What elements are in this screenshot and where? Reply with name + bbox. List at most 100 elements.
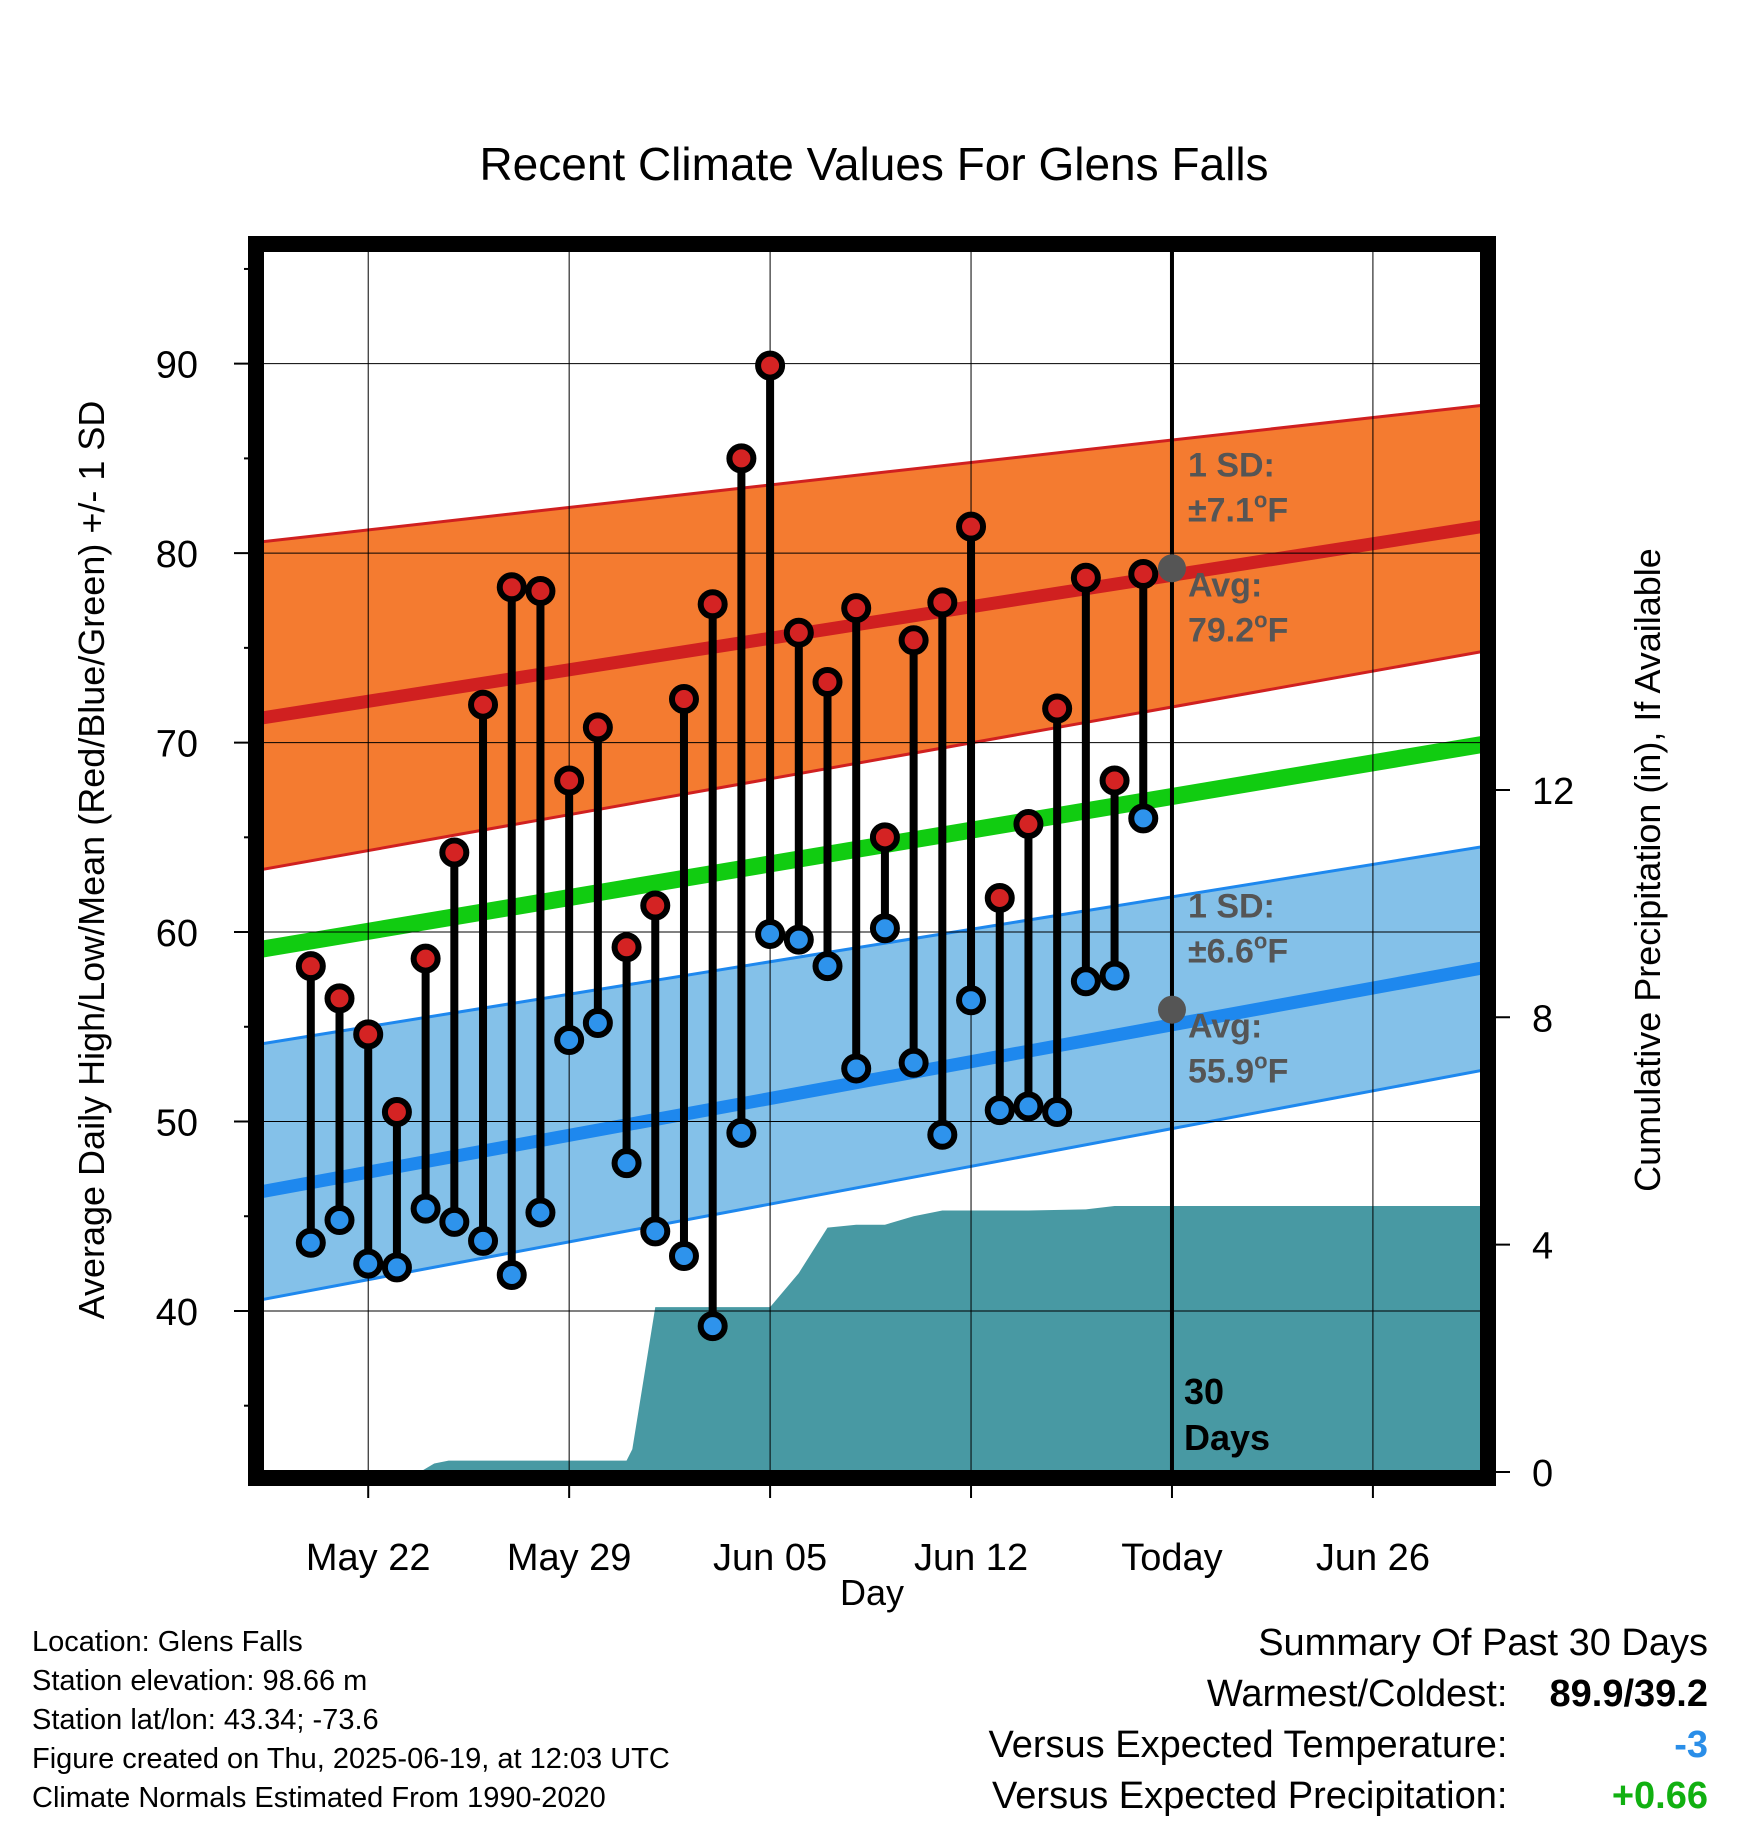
daily-high-point [898, 625, 929, 656]
daily-low-point [812, 951, 843, 982]
daily-high-point [726, 443, 757, 474]
x-tick-label: May 22 [306, 1537, 431, 1579]
y-axis-title-left: Average Daily High/Low/Mean (Red/Blue/Gr… [71, 401, 112, 1320]
high-sd-value: ±7.1oF [1188, 487, 1288, 529]
low-normal-line [262, 961, 1482, 1198]
axes: May 22 May 29 Jun 05 Jun 12 Today Jun 2640506… [156, 267, 1574, 1579]
normal-bands [262, 403, 1482, 1302]
warmest-value: 89.9/39.2 [1549, 1673, 1708, 1715]
summary-temp-row: Versus Expected Temperature: -3 [989, 1720, 1708, 1771]
daily-high-point [353, 1019, 384, 1050]
daily-low-point [496, 1259, 527, 1290]
daily-low-point [956, 985, 987, 1016]
daily-high-point [582, 712, 613, 743]
normals-text: Climate Normals Estimated From 1990-2020 [32, 1782, 606, 1814]
daily-high-point [1013, 809, 1044, 840]
low-avg-value: 55.9oF [1188, 1049, 1288, 1091]
daily-high-point [496, 572, 527, 603]
daily-low-point [554, 1025, 585, 1056]
x-tick-label: Jun 05 [713, 1537, 827, 1579]
daily-high-point [1099, 765, 1130, 796]
y-axis-title-right: Cumulative Precipitation (in), If Availa… [1627, 548, 1668, 1192]
daily-low-point [841, 1053, 872, 1084]
daily-low-point [439, 1206, 470, 1237]
daily-high-point [611, 932, 642, 963]
x-axis-title: Day [840, 1572, 904, 1613]
high-sd-label: 1 SD: [1188, 446, 1275, 484]
y-left-tick-label: 80 [156, 534, 198, 576]
daily-low-point [611, 1148, 642, 1179]
daily-high-point [956, 511, 987, 542]
temp-label: Versus Expected Temperature: [988, 1724, 1508, 1766]
mean-normal-line [262, 736, 1482, 958]
y-left-tick-label: 50 [156, 1103, 198, 1145]
x-tick-label: May 29 [507, 1537, 632, 1579]
daily-high-point [869, 822, 900, 853]
precip-value: +0.66 [1611, 1775, 1708, 1817]
daily-low-point [525, 1197, 556, 1228]
low-sd-band [262, 845, 1482, 1302]
daily-high-point [324, 983, 355, 1014]
high-avg-marker [1157, 554, 1186, 583]
days-count: 30 [1184, 1371, 1224, 1412]
daily-low-point [582, 1007, 613, 1038]
daily-low-point [984, 1095, 1015, 1126]
daily-low-point [755, 918, 786, 949]
y-right-tick-label: 8 [1532, 998, 1553, 1040]
high-avg-label: Avg: [1188, 566, 1262, 604]
summary-precip-row: Versus Expected Precipitation: +0.66 [989, 1771, 1708, 1822]
daily-low-point [783, 924, 814, 955]
y-left-tick-label: 70 [156, 724, 198, 766]
daily-high-point [783, 617, 814, 648]
daily-high-point [1070, 562, 1101, 593]
daily-high-point [640, 890, 671, 921]
daily-high-point [984, 882, 1015, 913]
daily-high-point [554, 765, 585, 796]
daily-high-point [468, 689, 499, 720]
climate-chart: Recent Climate Values For Glens Falls 1 … [71, 138, 1668, 1613]
daily-low-point [668, 1241, 699, 1272]
precipitation-fill [262, 1206, 1482, 1472]
daily-low-point [1099, 960, 1130, 991]
daily-high-point [439, 837, 470, 868]
daily-high-point [697, 589, 728, 620]
daily-low-point [468, 1225, 499, 1256]
daily-high-point [841, 593, 872, 624]
daily-high-point [927, 587, 958, 618]
y-right-tick-label: 4 [1532, 1226, 1553, 1268]
daily-low-point [1042, 1097, 1073, 1128]
daily-low-point [1070, 966, 1101, 997]
precipitation-area [262, 1206, 1482, 1472]
y-left-tick-label: 40 [156, 1292, 198, 1334]
x-tick-label: Today [1121, 1537, 1222, 1579]
daily-low-point [726, 1117, 757, 1148]
plot-frame [248, 236, 1496, 1486]
daily-high-point [1042, 693, 1073, 724]
observations [295, 350, 1159, 1342]
days-word: Days [1184, 1417, 1270, 1458]
daily-low-point [697, 1311, 728, 1342]
low-sd-value: ±6.6oF [1188, 929, 1288, 971]
daily-high-point [668, 684, 699, 715]
daily-high-point [1128, 558, 1159, 589]
temp-value: -3 [1674, 1724, 1708, 1766]
precip-label: Versus Expected Precipitation: [992, 1775, 1508, 1817]
daily-low-point [1128, 803, 1159, 834]
created-text: Figure created on Thu, 2025-06-19, at 12… [32, 1743, 670, 1775]
station-info: Location: Glens Falls Station elevation:… [32, 1623, 670, 1818]
summary-heading: Summary Of Past 30 Days [1258, 1622, 1708, 1664]
daily-low-point [869, 913, 900, 944]
daily-low-point [898, 1047, 929, 1078]
daily-low-point [295, 1227, 326, 1258]
low-avg-label: Avg: [1188, 1008, 1262, 1046]
daily-low-point [353, 1248, 384, 1279]
low-sd-label: 1 SD: [1188, 888, 1275, 926]
chart-title: Recent Climate Values For Glens Falls [479, 138, 1268, 190]
daily-high-point [410, 943, 441, 974]
location-text: Location: Glens Falls [32, 1626, 303, 1658]
elevation-text: Station elevation: 98.66 m [32, 1665, 368, 1697]
high-avg-value: 79.2oF [1188, 607, 1288, 649]
summary-panel: Summary Of Past 30 Days Warmest/Coldest:… [989, 1618, 1708, 1822]
daily-low-point [640, 1216, 671, 1247]
